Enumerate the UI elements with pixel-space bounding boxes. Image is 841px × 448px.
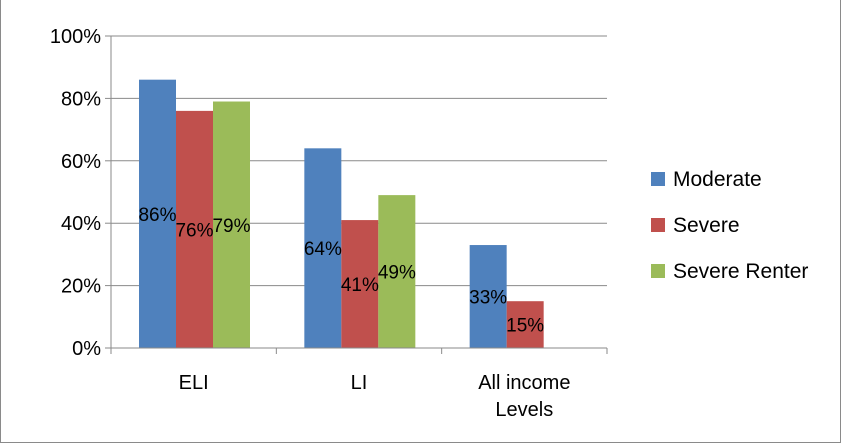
x-category-label: Levels bbox=[495, 399, 553, 421]
data-label: 15% bbox=[506, 316, 544, 337]
data-label: 76% bbox=[175, 220, 213, 241]
bar bbox=[176, 110, 213, 348]
bar bbox=[469, 245, 507, 348]
bar bbox=[139, 79, 176, 349]
data-label: 86% bbox=[138, 205, 176, 226]
legend-swatch bbox=[651, 172, 665, 186]
axes: 0% 20% 40% 60% 80% 100% ELI LI All income Levels bbox=[50, 26, 608, 421]
bar bbox=[506, 301, 544, 348]
bar bbox=[378, 195, 416, 348]
legend: Moderate Severe Severe Renter bbox=[651, 168, 808, 283]
data-label: 49% bbox=[378, 263, 416, 284]
bar bbox=[213, 101, 250, 349]
bar bbox=[304, 148, 342, 348]
legend-label: Moderate bbox=[673, 168, 762, 191]
y-tick-label: 100% bbox=[50, 26, 101, 48]
legend-swatch bbox=[651, 264, 665, 278]
data-label: 33% bbox=[469, 288, 507, 309]
x-category-label: LI bbox=[351, 372, 368, 394]
y-tick-label: 60% bbox=[61, 151, 101, 173]
x-category-label: All income bbox=[478, 372, 570, 394]
x-category-label: ELI bbox=[179, 372, 209, 394]
y-tick-label: 20% bbox=[61, 276, 101, 298]
bars bbox=[139, 79, 544, 349]
data-label: 41% bbox=[341, 275, 379, 296]
bar bbox=[341, 220, 379, 348]
legend-label: Severe bbox=[673, 214, 740, 237]
data-label: 64% bbox=[304, 239, 342, 260]
data-labels: 86%76%79% 64% 41%49% 33% 15% bbox=[138, 205, 544, 337]
y-tick-label: 40% bbox=[61, 213, 101, 235]
data-label: 79% bbox=[212, 216, 250, 237]
legend-label: Severe Renter bbox=[673, 260, 808, 283]
y-tick-label: 0% bbox=[72, 338, 101, 360]
y-tick-label: 80% bbox=[61, 88, 101, 110]
legend-swatch bbox=[651, 218, 665, 232]
